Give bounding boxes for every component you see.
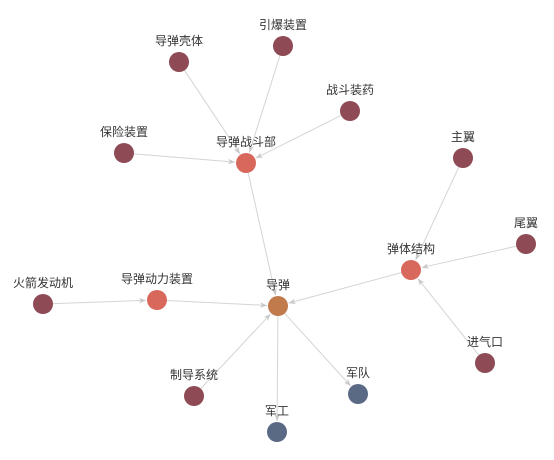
node — [273, 36, 293, 56]
edge — [52, 297, 147, 305]
edge — [274, 315, 280, 422]
node — [147, 290, 167, 310]
node-label: 军工 — [265, 404, 289, 418]
edge — [288, 272, 402, 304]
node — [348, 384, 368, 404]
node-label: 弹体结构 — [387, 241, 435, 256]
node-label: 进气口 — [467, 334, 503, 349]
edge — [417, 278, 480, 356]
edge — [184, 70, 241, 155]
node — [268, 296, 288, 316]
node — [184, 386, 204, 406]
node-label: 制导系统 — [170, 368, 218, 382]
node-label: 火箭发动机 — [13, 275, 73, 290]
node — [453, 148, 473, 168]
node-label: 导弹壳体 — [155, 34, 203, 48]
edge — [247, 172, 277, 296]
node — [401, 260, 421, 280]
edge — [415, 166, 460, 261]
node-label: 主翼 — [451, 130, 475, 144]
node — [33, 294, 53, 314]
node-label: 尾翼 — [514, 216, 538, 230]
node-label: 引爆装置 — [259, 18, 307, 32]
edge — [133, 153, 236, 165]
node-label: 保险装置 — [100, 124, 148, 139]
node — [475, 353, 495, 373]
node-label: 军队 — [346, 365, 370, 380]
node — [114, 143, 134, 163]
node — [236, 153, 256, 173]
node — [340, 101, 360, 121]
node-label: 战斗装药 — [326, 83, 374, 97]
edge — [166, 299, 268, 308]
edge — [421, 245, 517, 269]
node — [169, 52, 189, 72]
edge — [284, 313, 351, 387]
node — [267, 422, 287, 442]
node-label: 导弹动力装置 — [121, 272, 193, 286]
edges — [52, 55, 517, 422]
edge — [200, 313, 271, 390]
edge — [248, 55, 281, 153]
node — [516, 234, 536, 254]
edge — [255, 115, 342, 159]
node-label: 导弹战斗部 — [216, 134, 276, 149]
node-label: 导弹 — [266, 278, 290, 292]
